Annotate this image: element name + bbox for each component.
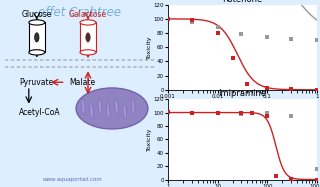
Ellipse shape xyxy=(80,20,96,25)
Text: Malate: Malate xyxy=(69,78,95,87)
Y-axis label: Toxicity: Toxicity xyxy=(147,36,152,59)
Point xyxy=(215,111,220,114)
Point xyxy=(314,39,319,42)
Point xyxy=(230,56,235,59)
Ellipse shape xyxy=(123,103,127,119)
Point xyxy=(265,111,270,114)
Point xyxy=(165,110,171,113)
Point xyxy=(265,114,270,117)
Ellipse shape xyxy=(35,33,39,42)
Point xyxy=(215,111,220,114)
Point xyxy=(189,111,194,114)
Point xyxy=(288,114,293,117)
Bar xyxy=(29,22,45,52)
Y-axis label: Toxicity: Toxicity xyxy=(147,128,152,151)
Text: Pyruvate: Pyruvate xyxy=(19,78,53,87)
Point xyxy=(165,17,171,20)
Ellipse shape xyxy=(76,88,148,129)
Text: effet Crabtree: effet Crabtree xyxy=(38,6,122,19)
Ellipse shape xyxy=(29,50,45,55)
Ellipse shape xyxy=(131,99,135,114)
Point xyxy=(189,19,194,22)
Point xyxy=(189,21,194,24)
Text: www.aquaportail.com: www.aquaportail.com xyxy=(42,177,102,182)
Point xyxy=(265,87,270,90)
Point xyxy=(239,33,244,36)
Point xyxy=(265,36,270,39)
Point xyxy=(314,168,319,171)
Point xyxy=(189,111,194,114)
Point xyxy=(245,83,250,86)
Point xyxy=(215,26,220,29)
Ellipse shape xyxy=(106,103,110,119)
Point xyxy=(165,110,171,113)
Ellipse shape xyxy=(86,33,90,42)
Ellipse shape xyxy=(80,50,96,55)
Ellipse shape xyxy=(115,99,118,114)
Point xyxy=(165,17,171,20)
Bar xyxy=(80,22,96,52)
Text: Acetyl-CoA: Acetyl-CoA xyxy=(19,108,61,117)
Point xyxy=(314,88,319,91)
Title: Imipramine: Imipramine xyxy=(218,89,267,98)
Point xyxy=(288,177,293,180)
Point xyxy=(273,175,278,178)
Point xyxy=(250,111,255,114)
Ellipse shape xyxy=(98,99,102,114)
Text: Glucose: Glucose xyxy=(22,10,52,19)
Point xyxy=(288,88,293,91)
Point xyxy=(288,37,293,40)
Ellipse shape xyxy=(29,20,45,25)
X-axis label: [Conc] (Log scale): [Conc] (Log scale) xyxy=(214,100,271,105)
Ellipse shape xyxy=(90,103,93,119)
Text: Galactose: Galactose xyxy=(69,10,107,19)
Ellipse shape xyxy=(81,99,85,114)
Title: Rotenone: Rotenone xyxy=(222,0,262,4)
Point xyxy=(215,32,220,35)
Point xyxy=(239,111,244,114)
Point xyxy=(314,178,319,181)
Point xyxy=(239,112,244,115)
